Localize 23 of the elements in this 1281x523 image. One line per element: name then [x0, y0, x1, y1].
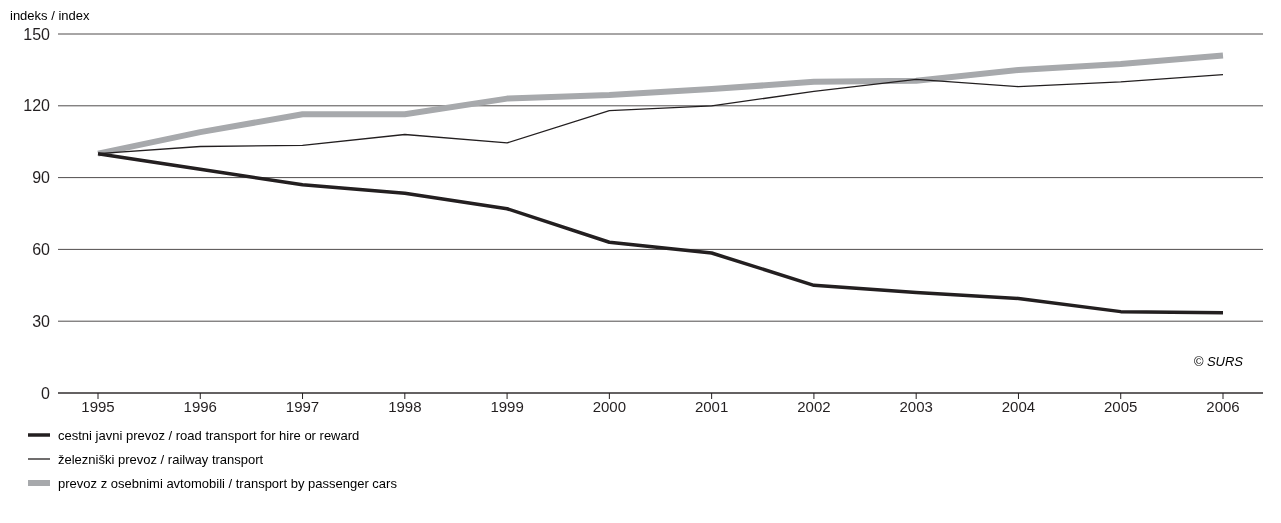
y-tick-label: 120 [23, 97, 51, 115]
y-tick-label: 30 [32, 312, 51, 330]
x-tick-label: 1998 [388, 397, 422, 415]
y-axis-title: indeks / index [10, 8, 90, 23]
y-tick-label: 90 [32, 169, 51, 187]
x-tick-label: 1996 [183, 397, 217, 415]
legend-label: železniški prevoz / railway transport [58, 451, 264, 467]
annotation: © SURS [1193, 354, 1243, 369]
x-tick-label: 1997 [285, 397, 320, 415]
x-tick-label: 2005 [1104, 397, 1138, 415]
y-tick-label: 60 [32, 241, 51, 259]
x-tick-label: 2002 [797, 397, 831, 415]
x-tick-label: 1995 [81, 397, 115, 415]
y-tick-label: 150 [23, 25, 51, 43]
x-tick-label: 2001 [694, 397, 729, 415]
x-tick-label: 2003 [899, 397, 933, 415]
legend-label: cestni javni prevoz / road transport for hire or reward [58, 427, 360, 443]
legend-label: prevoz z osebnimi avtomobili / transport by passenger cars [58, 475, 397, 491]
y-tick-label: 0 [41, 384, 51, 402]
x-tick-label: 1999 [490, 397, 524, 415]
x-tick-label: 2004 [1001, 397, 1036, 415]
x-tick-label: 2006 [1206, 397, 1240, 415]
x-tick-label: 2000 [592, 397, 627, 415]
